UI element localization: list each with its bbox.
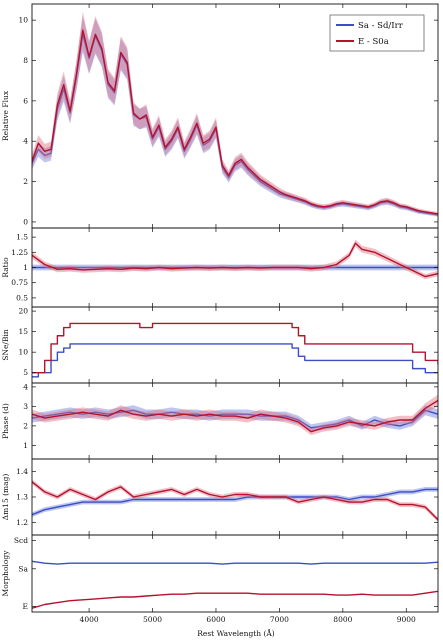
y-axis-label-phase: Phase (d) (1, 403, 10, 439)
y-tick-label: 5 (23, 368, 28, 377)
panel-morph: E Sa Scd Morphology 4000 5000 6000 7000 8000 9000 (1, 534, 439, 624)
x-tick-label: 9000 (397, 615, 416, 624)
band-dm15-1 (32, 479, 438, 523)
y-axis-label-sne: SNe/Bin (1, 329, 10, 361)
x-tick-label: 5000 (143, 615, 162, 624)
series-line-phase-0 (32, 409, 438, 429)
x-tick-label: 8000 (333, 615, 352, 624)
y-tick-label: 1.4 (16, 467, 28, 476)
series-line-ratio-1 (32, 242, 438, 278)
series-line-morph-0 (32, 560, 438, 565)
panel-dm15: 1.2 1.3 1.4 Δm15 (mag) (1, 458, 439, 536)
band-ratio-1 (32, 239, 438, 280)
y-tick-label: E (23, 602, 28, 611)
series-line-sne-0 (32, 343, 438, 378)
y-tick-label: 2 (23, 177, 28, 186)
panel-ratio: 0.5 0.75 1 1.25 1.5 Ratio (1, 227, 439, 308)
y-tick-label: 1.3 (16, 493, 28, 502)
y-axis-label-dm15: Δm15 (mag) (1, 474, 10, 521)
series-line-flux-0 (32, 33, 438, 216)
y-tick-label: 4 (23, 137, 28, 146)
y-tick-label: 6 (23, 96, 28, 105)
y-axis-label-morph: Morphology (1, 550, 10, 597)
y-tick-label: 0.75 (11, 278, 28, 287)
y-tick-label: Sa (18, 564, 28, 573)
y-tick-label: 15 (18, 327, 28, 336)
y-tick-label: 1 (23, 263, 28, 272)
y-axis-label-ratio: Ratio (1, 257, 10, 278)
series-line-morph-1 (32, 590, 438, 609)
legend-label-0: Sa - Sd/Irr (358, 21, 404, 31)
band-phase-1 (32, 394, 438, 436)
series-line-phase-1 (32, 399, 438, 433)
y-tick-label: 3 (23, 402, 28, 411)
y-axis-label-flux: Relative Flux (1, 90, 10, 141)
series-line-flux-1 (32, 29, 438, 215)
x-axis-label: Rest Wavelength (Å) (197, 629, 275, 638)
y-tick-label: 1.25 (11, 248, 28, 257)
band-phase-0 (32, 405, 438, 432)
y-tick-label: 1 (23, 441, 28, 450)
y-tick-label: 10 (18, 348, 28, 357)
panel-frame-sne (31, 306, 439, 384)
series-line-sne-1 (32, 322, 438, 374)
y-tick-label: 4 (23, 382, 28, 391)
y-tick-label: 10 (18, 16, 28, 25)
panel-phase: 1 2 3 4 Phase (d) (1, 382, 439, 460)
series-line-dm15-0 (32, 488, 438, 516)
series-line-dm15-1 (32, 481, 438, 521)
y-tick-label: 20 (18, 307, 28, 316)
y-tick-label: 1.5 (16, 233, 28, 242)
legend: Sa - Sd/Irr E - S0a (329, 14, 425, 52)
x-tick-label: 6000 (206, 615, 225, 624)
y-tick-label: 1.2 (16, 518, 28, 527)
panel-sne: 5 10 15 20 SNe/Bin (1, 306, 439, 384)
y-tick-label: 8 (23, 56, 28, 65)
legend-label-1: E - S0a (358, 37, 389, 47)
y-tick-label: 2 (23, 421, 28, 430)
y-tick-label: 0.5 (16, 293, 28, 302)
y-tick-label: Scd (14, 536, 28, 545)
x-tick-label: 4000 (80, 615, 99, 624)
panel-frame-morph (31, 534, 439, 613)
y-tick-label: 0 (23, 217, 28, 226)
x-tick-label: 7000 (270, 615, 289, 624)
